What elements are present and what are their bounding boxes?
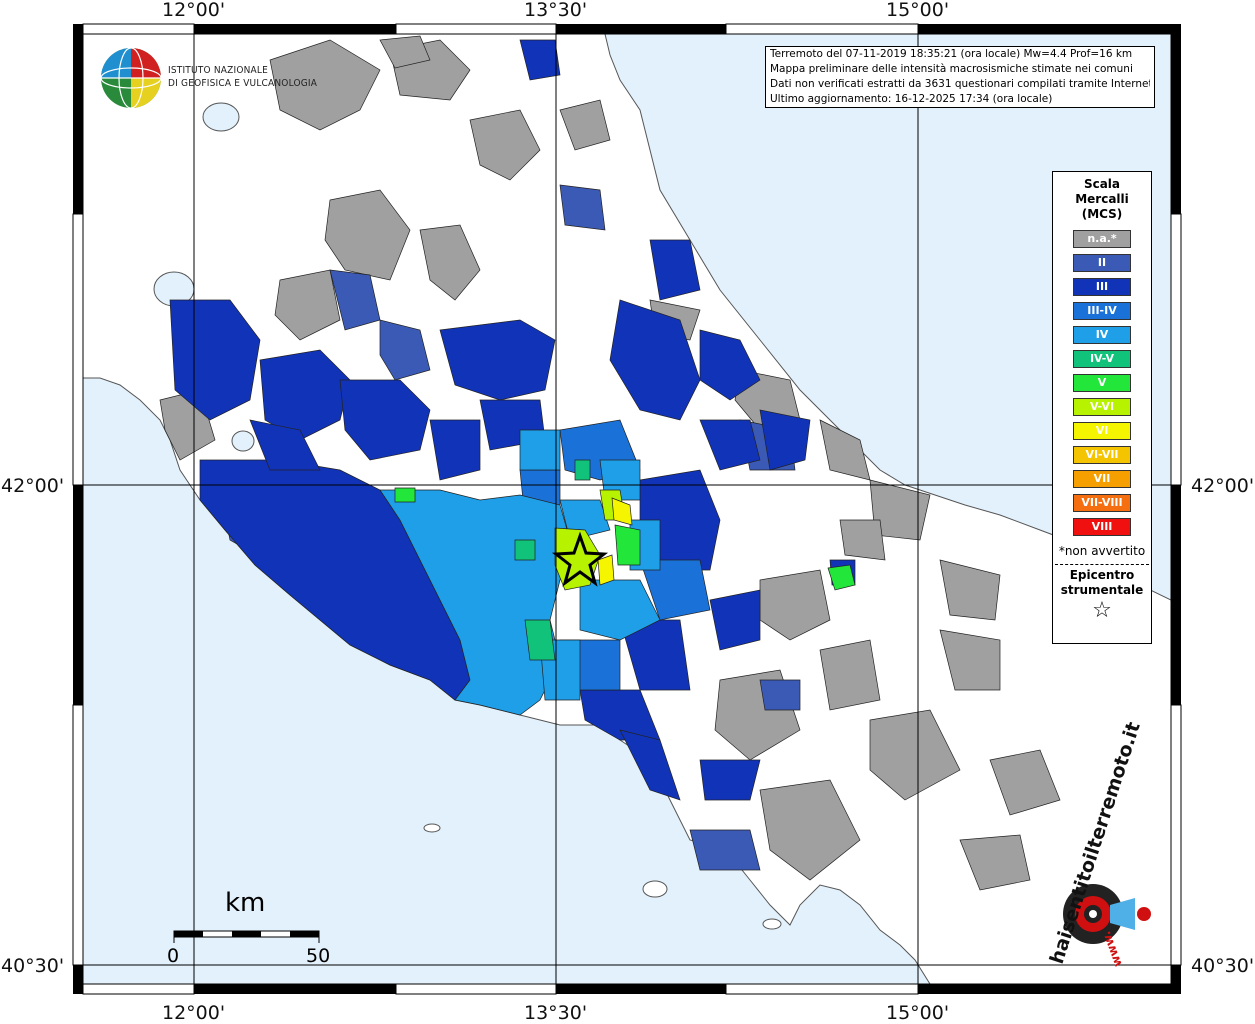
scale-min: 0 [167,945,180,967]
haisentito-logo-icon [1063,884,1151,944]
epicenter-star-icon [551,531,609,587]
legend-swatch: II [1073,254,1131,272]
info-line-1: Terremoto del 07-11-2019 18:35:21 (ora l… [770,48,1133,60]
intensity-legend: Scala Mercalli (MCS) n.a.* II III III-IV IV I… [1052,171,1152,644]
frame-bars [72,23,1182,995]
legend-epicenter: Epicentro strumentale [1053,568,1151,598]
legend-title-2: Mercalli [1075,192,1129,206]
legend-not-felt: *non avvertito [1058,544,1146,558]
legend-swatch: III-IV [1073,302,1131,320]
legend-swatch: III [1073,278,1131,296]
tick-top-15: 15°00' [886,0,950,21]
legend-swatch: VI [1073,422,1131,440]
institute-name: ISTITUTO NAZIONALE DI GEOFISICA E VULCAN… [168,64,317,90]
legend-swatch: V [1073,374,1131,392]
lake-bracciano [231,430,255,452]
legend-separator [1055,564,1149,565]
ingv-logo-icon [100,47,162,109]
legend-title-1: Scala [1083,177,1121,191]
tick-left-42: 42°00' [1,475,65,497]
legend-swatch: V-VI [1073,398,1131,416]
island-ponza [423,823,441,833]
legend-title: Scala Mercalli (MCS) [1053,177,1151,222]
tick-left-40-30: 40°30' [1,955,65,977]
tick-bottom-13-30: 13°30' [524,1002,588,1024]
legend-epicenter-1: Epicentro [1069,568,1135,582]
legend-epicenter-2: strumentale [1060,583,1144,597]
island-ischia [642,880,668,898]
legend-swatch: VII-VIII [1073,494,1131,512]
institute-line-1: ISTITUTO NAZIONALE [168,65,268,76]
tick-right-40-30: 40°30' [1191,955,1255,977]
tick-bottom-15: 15°00' [886,1002,950,1024]
tick-top-13-30: 13°30' [524,0,588,21]
legend-swatches: n.a.* II III III-IV IV IV-V V V-VI VI VI-VII VII VI… [1053,230,1151,536]
legend-swatch: IV [1073,326,1131,344]
scale-bar [173,930,320,943]
info-line-2: Mappa preliminare delle intensità macros… [770,63,1133,75]
scale-max: 50 [306,945,331,967]
legend-swatch: VII [1073,470,1131,488]
legend-swatch: IV-V [1073,350,1131,368]
legend-star-icon: ☆ [1092,598,1112,623]
tick-top-12: 12°00' [162,0,226,21]
island-capri [762,918,782,930]
info-line-3: Dati non verificati estratti da 3631 que… [770,78,1150,90]
legend-swatch: VI-VII [1073,446,1131,464]
info-line-4: Ultimo aggiornamento: 16-12-2025 17:34 (… [770,93,1053,105]
tick-bottom-12: 12°00' [162,1002,226,1024]
institute-line-2: DI GEOFISICA E VULCANOLOGIA [168,78,318,89]
graticule [83,34,1171,984]
legend-swatch: n.a.* [1073,230,1131,248]
legend-title-3: (MCS) [1081,207,1123,221]
tick-right-42: 42°00' [1191,475,1255,497]
scale-unit: km [225,888,266,918]
event-info-box: Terremoto del 07-11-2019 18:35:21 (ora l… [765,46,1155,108]
lake-trasimeno [202,102,240,132]
legend-swatch: VIII [1073,518,1131,536]
